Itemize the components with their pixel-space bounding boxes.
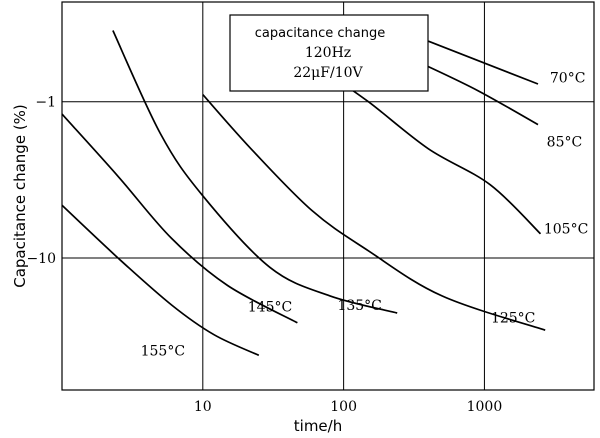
curve-label-105c: 105°C: [544, 222, 588, 238]
curve-125c: [202, 94, 546, 332]
curve-155c: [61, 204, 260, 357]
curve-145c: [61, 113, 298, 324]
x-tick-labels: 10 100 1000: [194, 399, 502, 415]
x-tick-label-100: 100: [330, 399, 357, 415]
curve-85c: [421, 62, 539, 126]
y-tick-labels: −1 −10: [26, 95, 56, 267]
curve-label-70c: 70°C: [550, 71, 586, 87]
curve-70c: [428, 40, 539, 85]
x-axis-label: time/h: [294, 417, 342, 435]
x-tick-label-1000: 1000: [467, 399, 503, 415]
curve-label-155c: 155°C: [141, 343, 185, 359]
legend-frame: [229, 14, 429, 92]
curve-label-135c: 135°C: [337, 298, 381, 314]
y-axis-label: Capacitance change (%): [11, 104, 29, 288]
y-tick-label-1: −10: [26, 251, 56, 267]
curve-135c: [112, 30, 398, 314]
legend-box: capacitance change 120Hz 22μF/10V: [229, 14, 429, 92]
y-tick-label-0: −1: [35, 95, 56, 111]
curve-labels: 70°C 85°C 105°C 125°C 135°C 145°C 155°C: [141, 71, 589, 360]
curve-label-85c: 85°C: [547, 135, 583, 151]
x-tick-label-10: 10: [194, 399, 212, 415]
curve-105c: [321, 68, 542, 235]
curve-label-125c: 125°C: [491, 310, 535, 326]
legend-line-1: capacitance change: [255, 26, 386, 41]
plot-frame: [61, 1, 595, 391]
curve-label-145c: 145°C: [248, 300, 292, 316]
legend-line-2: 120Hz: [305, 45, 351, 61]
legend-line-3: 22μF/10V: [293, 65, 363, 81]
curves: [61, 30, 546, 357]
